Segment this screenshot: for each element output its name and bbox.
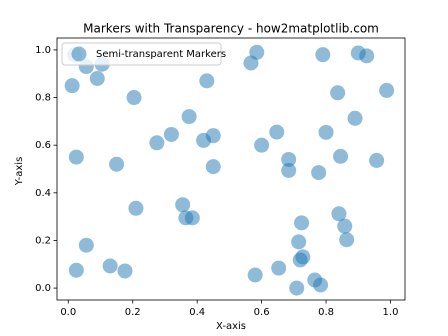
scatter-point bbox=[149, 135, 165, 151]
legend-label: Semi-transparent Markers bbox=[96, 49, 226, 60]
scatter-point bbox=[184, 210, 200, 226]
legend-box bbox=[61, 42, 222, 66]
scatter-point bbox=[89, 70, 105, 86]
scatter-point bbox=[337, 218, 353, 234]
scatter-point bbox=[175, 197, 191, 213]
scatter-point bbox=[78, 237, 94, 253]
chart-title: Markers with Transparency - how2matplotl… bbox=[83, 22, 379, 36]
plot-frame bbox=[56, 37, 406, 301]
x-tick-label: 0.0 bbox=[60, 307, 76, 318]
scatter-point bbox=[318, 124, 334, 140]
x-tick-label: 1.0 bbox=[383, 307, 399, 318]
y-tick-label: 0.8 bbox=[35, 93, 51, 104]
scatter-point bbox=[271, 260, 287, 276]
x-tick-label: 0.2 bbox=[125, 307, 141, 318]
x-tick-label: 0.4 bbox=[189, 307, 205, 318]
scatter-point bbox=[369, 152, 385, 168]
legend-marker bbox=[71, 46, 87, 62]
scatter-point bbox=[109, 156, 125, 172]
scatter-point bbox=[128, 200, 144, 216]
scatter-point bbox=[333, 148, 349, 164]
scatter-point bbox=[117, 263, 133, 279]
scatter-point bbox=[359, 48, 375, 64]
scatter-point bbox=[311, 165, 327, 181]
scatter-point bbox=[330, 85, 346, 101]
scatter-point bbox=[199, 73, 215, 89]
scatter-point bbox=[379, 82, 395, 98]
scatter-point bbox=[315, 47, 331, 63]
scatter-point bbox=[289, 280, 305, 296]
x-tick-label: 0.6 bbox=[254, 307, 270, 318]
scatter-point bbox=[163, 126, 179, 142]
scatter-point bbox=[347, 110, 363, 126]
scatter-point bbox=[64, 78, 80, 94]
scatter-point bbox=[249, 44, 265, 60]
y-tick-label: 0.6 bbox=[35, 140, 51, 151]
scatter-point bbox=[281, 151, 297, 167]
x-axis-label: X-axis bbox=[216, 321, 246, 332]
scatter-point bbox=[126, 90, 142, 106]
scatter-point bbox=[269, 124, 285, 140]
scatter-point bbox=[205, 159, 221, 175]
y-axis-label: Y-axis bbox=[14, 157, 25, 187]
y-tick-label: 0.0 bbox=[35, 283, 51, 294]
scatter-point bbox=[292, 252, 308, 268]
scatter-point bbox=[339, 232, 355, 248]
y-tick-label: 0.2 bbox=[35, 235, 51, 246]
scatter-point bbox=[102, 258, 118, 274]
scatter-point bbox=[181, 109, 197, 125]
y-tick-label: 1.0 bbox=[35, 45, 51, 56]
scatter-point bbox=[68, 262, 84, 278]
scatter-point bbox=[331, 206, 347, 222]
scatter-point bbox=[205, 128, 221, 144]
scatter-point bbox=[254, 137, 270, 153]
scatter-point bbox=[68, 149, 84, 165]
scatter-point bbox=[294, 215, 310, 231]
scatter-point bbox=[313, 277, 329, 293]
y-tick-label: 0.4 bbox=[35, 188, 51, 199]
scatter-point bbox=[247, 267, 263, 283]
x-tick-label: 0.8 bbox=[318, 307, 334, 318]
scatter-point bbox=[281, 162, 297, 178]
scatter-point bbox=[291, 234, 307, 250]
